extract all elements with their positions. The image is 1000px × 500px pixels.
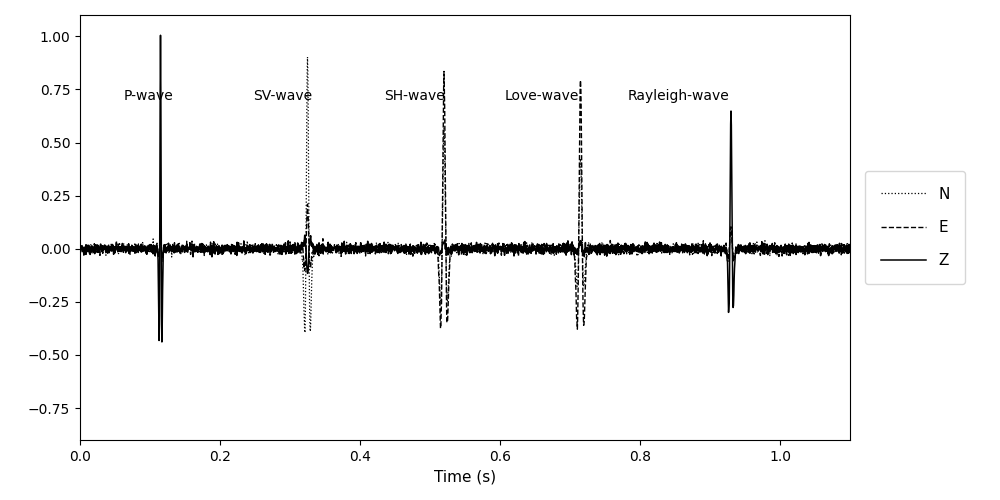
N <box>697 250 709 256</box>
Z <box>279 246 291 252</box>
E <box>74 246 86 252</box>
Z <box>156 339 168 345</box>
N <box>74 244 86 250</box>
Text: Rayleigh-wave: Rayleigh-wave <box>627 89 729 103</box>
Z <box>342 248 354 254</box>
E <box>278 247 290 253</box>
E <box>342 245 354 251</box>
Text: Love-wave: Love-wave <box>505 89 579 103</box>
N <box>678 243 690 249</box>
X-axis label: Time (s): Time (s) <box>434 470 496 484</box>
Z <box>74 248 86 254</box>
Line: E: E <box>80 72 850 329</box>
Line: N: N <box>80 57 850 332</box>
Z <box>119 244 131 250</box>
E <box>571 326 583 332</box>
Text: SV-wave: SV-wave <box>254 89 313 103</box>
N <box>844 241 856 247</box>
N <box>302 54 314 60</box>
Z <box>309 245 321 251</box>
E <box>308 244 320 250</box>
E <box>678 244 690 250</box>
E <box>119 246 131 252</box>
Z <box>154 32 166 38</box>
Z <box>678 242 690 248</box>
N <box>342 241 354 247</box>
E <box>697 242 709 248</box>
Line: Z: Z <box>80 36 850 342</box>
Text: SH-wave: SH-wave <box>384 89 445 103</box>
N <box>119 247 131 253</box>
Z <box>697 250 709 256</box>
Z <box>844 244 856 250</box>
N <box>299 330 311 336</box>
N <box>278 240 290 246</box>
E <box>438 68 450 74</box>
Text: P-wave: P-wave <box>123 89 173 103</box>
E <box>844 243 856 249</box>
N <box>309 246 321 252</box>
Legend: N, E, Z: N, E, Z <box>865 172 965 283</box>
